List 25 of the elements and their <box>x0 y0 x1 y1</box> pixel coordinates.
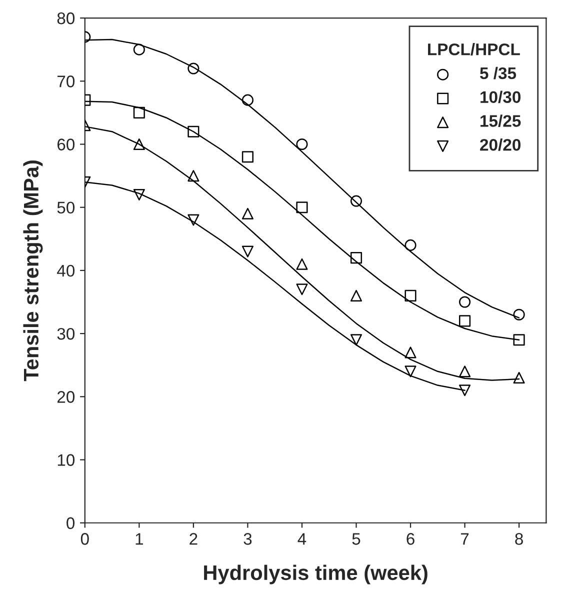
x-tick-label: 4 <box>298 533 306 545</box>
y-tick-label: 10 <box>58 454 75 466</box>
x-tick-label: 5 <box>352 533 360 545</box>
x-tick-label: 7 <box>461 533 469 545</box>
y-tick-label: 30 <box>57 328 75 340</box>
y-tick-label: 20 <box>57 391 75 403</box>
y-tick-label: 60 <box>57 138 75 150</box>
y-tick-label: 50 <box>57 202 75 214</box>
legend-label: 20/20 <box>480 138 521 151</box>
y-tick-label: 70 <box>57 76 75 88</box>
x-tick-label: 2 <box>190 533 198 545</box>
x-tick-label: 8 <box>515 533 523 545</box>
y-tick-label: 40 <box>57 264 75 277</box>
y-axis-title: Tensile strength (MPa) <box>23 160 43 382</box>
legend-label: 10/30 <box>480 90 521 104</box>
x-tick-label: 0 <box>80 533 89 545</box>
legend-label: 5 /35 <box>480 66 516 80</box>
y-tick-label: 80 <box>57 12 75 24</box>
x-tick-label: 3 <box>244 533 252 545</box>
legend-title: LPCL/HPCL <box>428 43 520 56</box>
y-tick-label: 0 <box>66 517 75 530</box>
x-tick-label: 1 <box>136 533 143 545</box>
x-tick-label: 6 <box>406 533 414 545</box>
legend-label: 15/25 <box>480 114 521 128</box>
x-axis-title: Hydrolysis time (week) <box>204 564 428 584</box>
